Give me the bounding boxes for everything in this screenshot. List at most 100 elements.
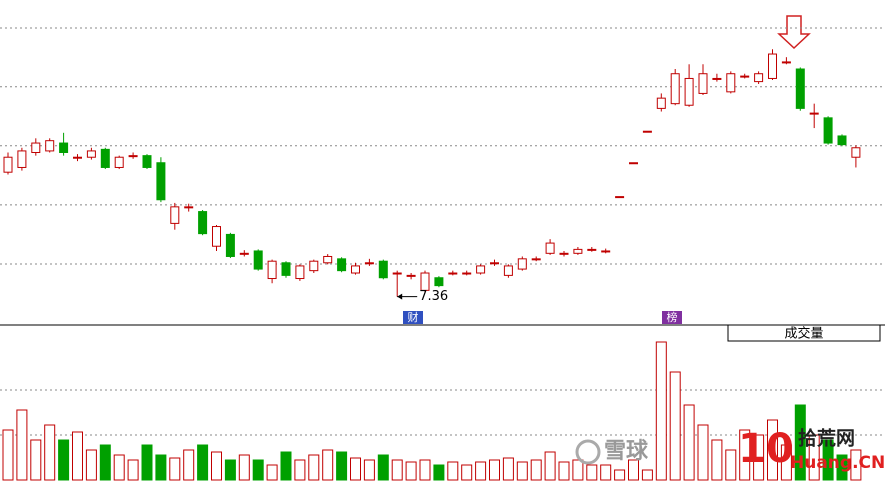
candle-body [754, 73, 764, 83]
volume-bar [141, 444, 153, 481]
candle-body [17, 150, 27, 168]
watermark-icon [575, 439, 601, 465]
volume-bar [72, 431, 83, 481]
candle-body [128, 155, 138, 158]
candle-body [45, 140, 55, 152]
volume-bar [322, 449, 334, 481]
candle-body [114, 156, 124, 168]
candle-body [517, 258, 527, 270]
volume-bar [502, 457, 514, 481]
volume-bar [669, 371, 681, 481]
candle-body [851, 147, 861, 158]
candle-body [837, 135, 847, 146]
volume-bar [530, 459, 542, 481]
volume-bar [780, 444, 792, 481]
volume-bar [197, 444, 209, 481]
candle-body [615, 196, 625, 199]
volume-title-box [727, 324, 881, 342]
signal-arrow [777, 15, 811, 50]
volume-title: 成交量 [784, 326, 823, 342]
candle-body [684, 77, 694, 106]
low-label: 7.36 [419, 289, 448, 304]
watermark-site: 拾荒网 [798, 427, 855, 450]
volume-bar [363, 459, 375, 481]
volume-bar [336, 451, 348, 481]
volume-bar [739, 429, 751, 481]
candle-body [448, 272, 458, 275]
volume-bar [308, 454, 320, 481]
badge: 财 [408, 310, 419, 324]
volume-bar [433, 464, 445, 481]
candle-body [740, 75, 750, 78]
candle-body [809, 112, 819, 115]
volume-bar [419, 459, 431, 481]
candle-body [281, 262, 291, 276]
candle-body [351, 265, 360, 274]
volume-bar [183, 449, 195, 481]
candle-body [170, 206, 180, 224]
candle-body [601, 250, 611, 253]
volume-bar [127, 459, 139, 481]
watermark-number: 10 [738, 426, 794, 472]
volume-bar [614, 469, 626, 481]
volume-bar [99, 444, 111, 481]
candle-body [31, 142, 41, 153]
volume-bar [711, 439, 723, 481]
candle-body [712, 77, 722, 80]
candle-body [434, 277, 444, 287]
volume-bar [2, 429, 14, 481]
candle-body [545, 242, 555, 254]
volume-bar [461, 464, 473, 481]
volume-bar [238, 454, 250, 481]
volume-bar [572, 459, 584, 481]
candle-body [323, 255, 333, 264]
volume-bar [683, 404, 695, 481]
volume-bar [377, 454, 389, 481]
candle-body [378, 260, 388, 279]
candle-body [198, 211, 208, 235]
candle-body [795, 68, 805, 109]
volume-bar [169, 457, 181, 481]
candle-body [698, 73, 708, 94]
volume-bar [558, 461, 570, 481]
volume-bar [391, 459, 403, 481]
volume-bar [475, 461, 487, 481]
candle-body [267, 260, 277, 280]
candle-body [781, 61, 791, 64]
volume-bar [252, 459, 264, 481]
watermark-domain: Huang.CN [790, 453, 885, 473]
volume-bar [697, 424, 709, 481]
candle-body [656, 97, 666, 109]
volume-bar [405, 461, 417, 481]
candle-body [212, 226, 221, 247]
badge-box [403, 311, 423, 324]
volume-bar [44, 424, 56, 481]
volume-bar [544, 451, 556, 481]
volume-bar [211, 451, 222, 481]
low-arrowhead [397, 293, 403, 300]
candle-body [629, 162, 638, 165]
volume-bar [113, 454, 125, 481]
candle-body [670, 73, 680, 105]
candle-body [406, 274, 416, 277]
volume-bar [489, 459, 500, 481]
volume-bar [266, 464, 278, 481]
volume-bar [836, 454, 848, 481]
volume-bar [30, 439, 42, 481]
candle-body [3, 156, 13, 173]
volume-bar [350, 457, 361, 481]
candle-body [462, 272, 472, 275]
volume-bar [85, 449, 97, 481]
volume-bar [586, 464, 598, 481]
candle-body [100, 148, 110, 168]
candle-body [768, 53, 777, 79]
volume-bar [280, 451, 292, 481]
candle-body [490, 262, 499, 265]
candle-body [225, 233, 235, 257]
volume-bar [641, 469, 653, 481]
candle-body [59, 142, 69, 153]
volume-bar [600, 464, 612, 481]
volume-bar [628, 459, 639, 481]
candle-body [184, 206, 194, 209]
